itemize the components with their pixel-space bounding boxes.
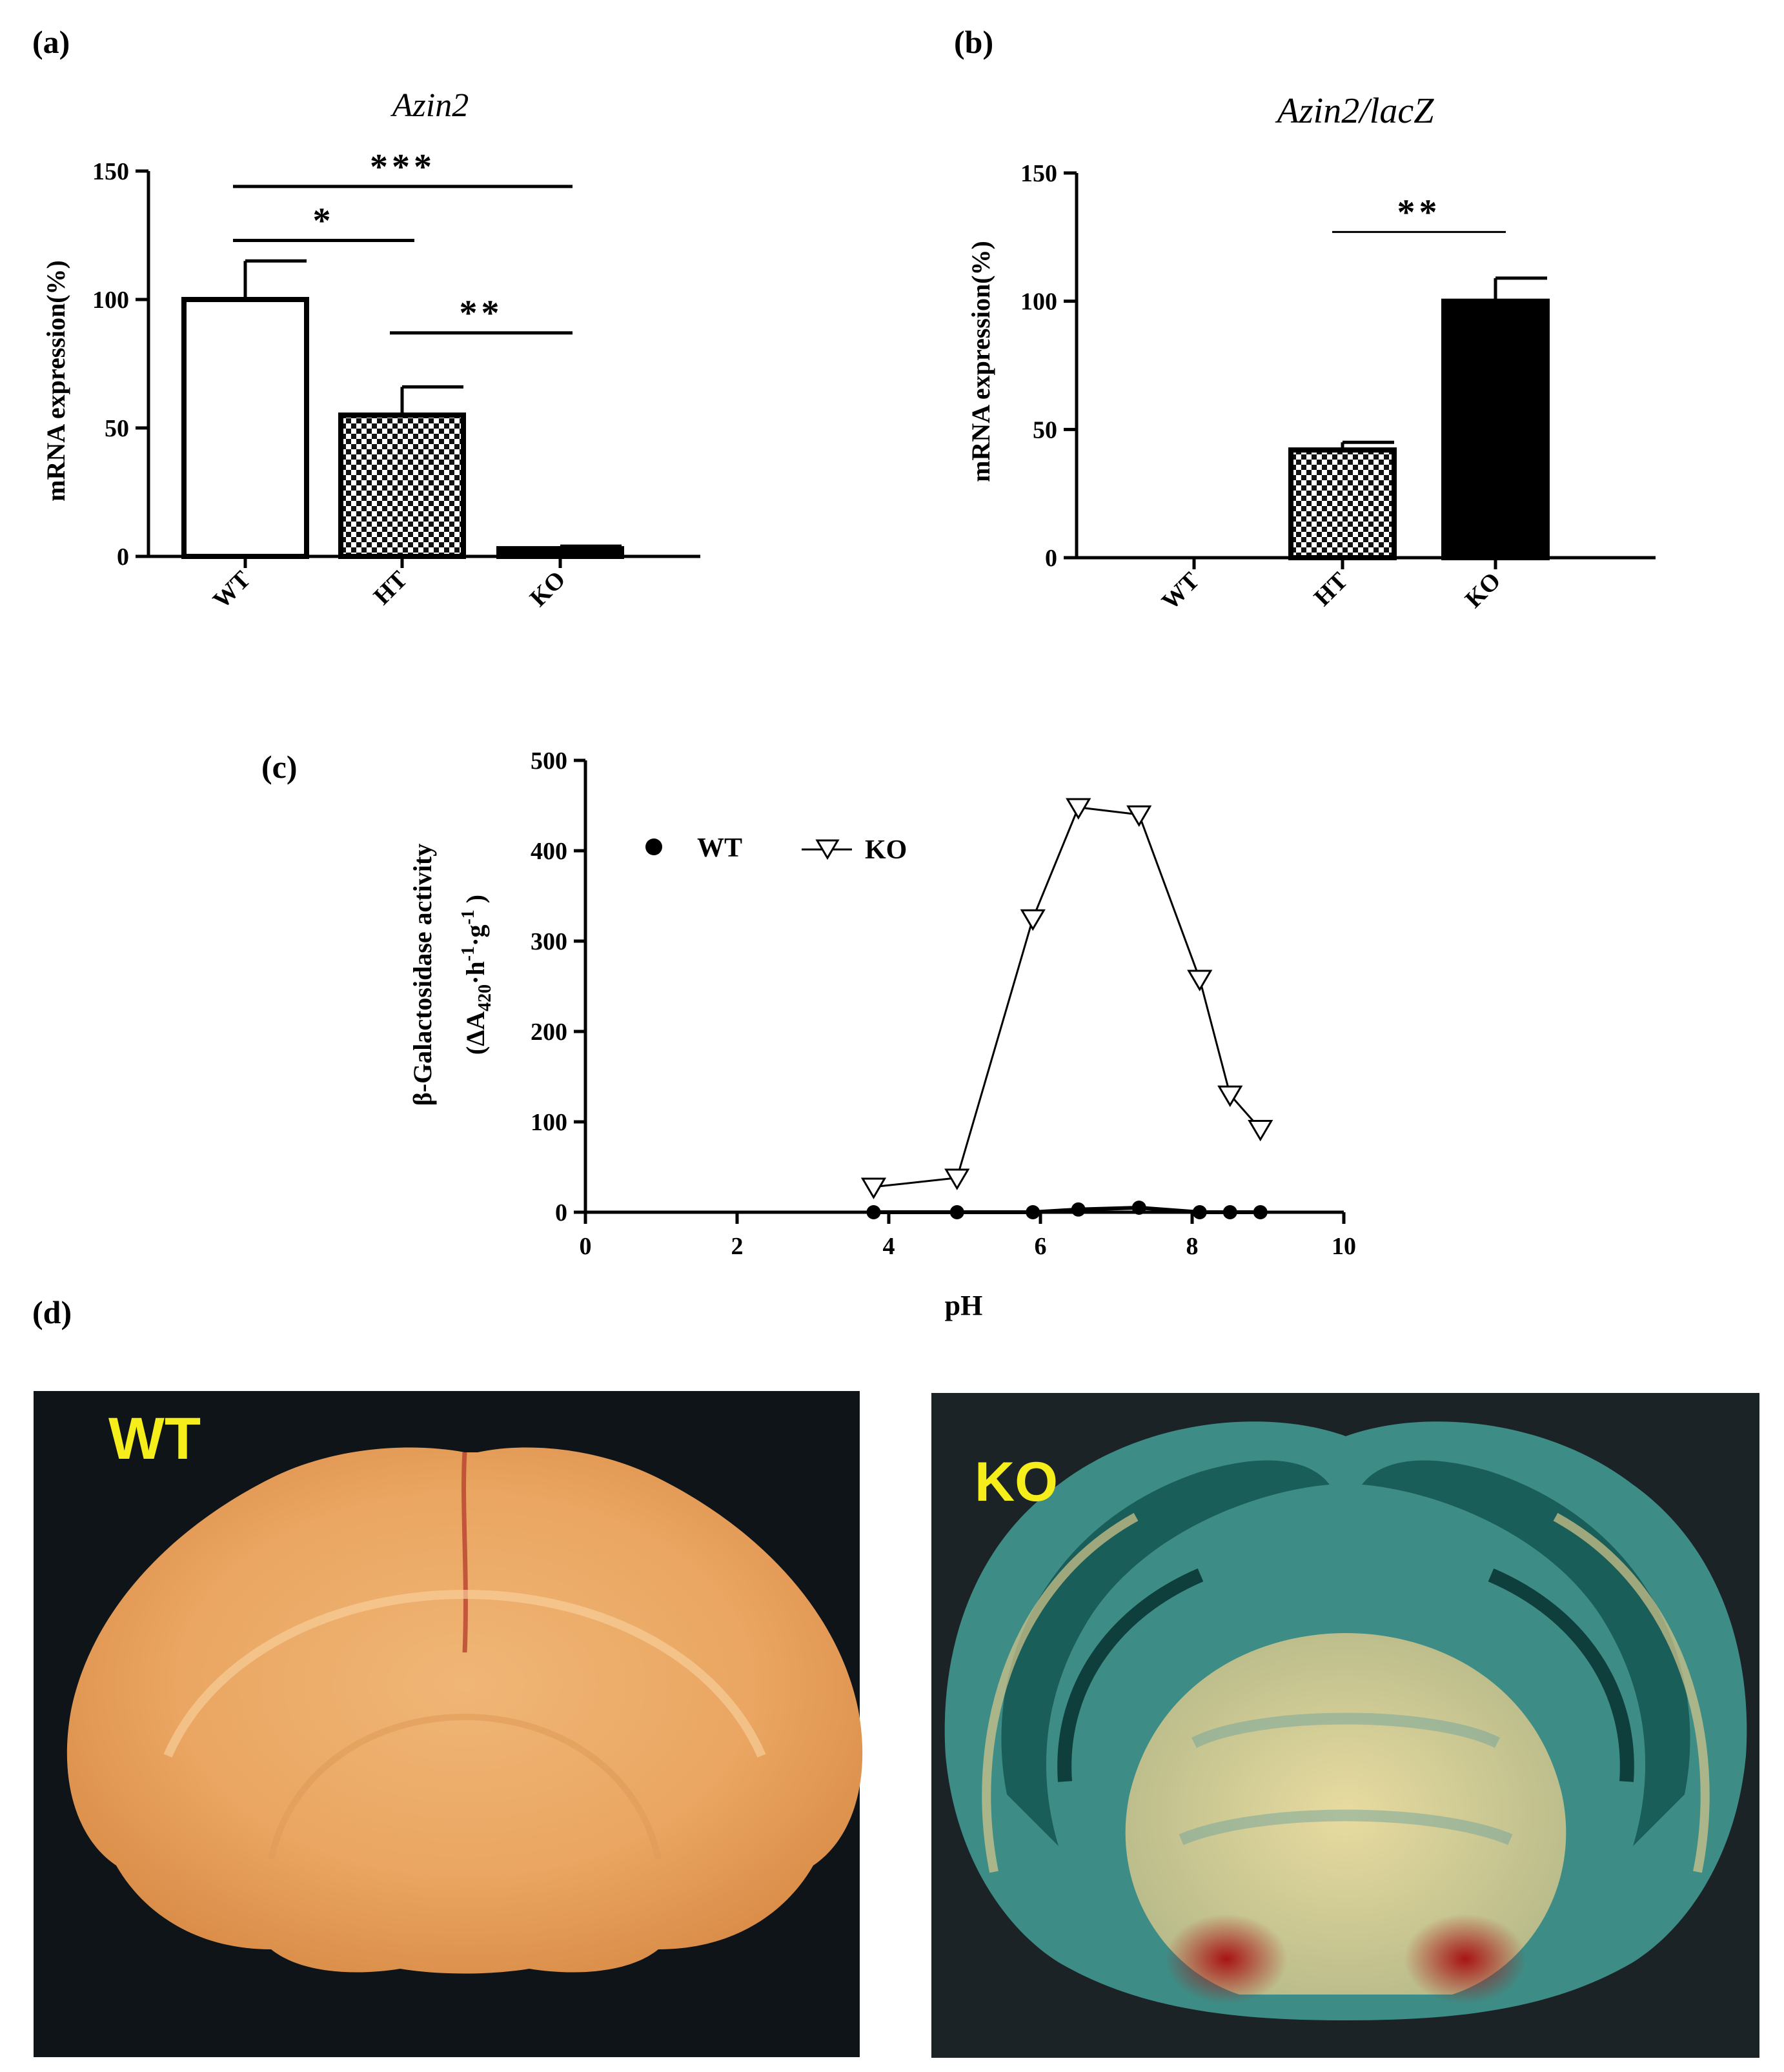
chart-c: β-Galactosidase activity (ΔA420·h-1·g-1 … [408, 747, 1356, 1321]
x-tick-label: WT [1157, 567, 1205, 616]
data-point-wt [1131, 1201, 1146, 1215]
y-tick-label: 100 [92, 287, 129, 314]
chart-c-ylabel-line2: (ΔA420·h-1·g-1 ) [458, 895, 495, 1055]
wt-thalamus-curve [268, 1713, 662, 1860]
chart-c-ylabel-sup2: -1 [458, 909, 478, 924]
chart-c-ylabel-sup1: -1 [458, 946, 478, 961]
data-point-ko [944, 1168, 970, 1190]
chart-c-ylabel-sub420: 420 [475, 984, 495, 1011]
data-point-ko [1187, 970, 1213, 991]
bar [1288, 447, 1397, 560]
chart-c-ylabel-line1: β-Galactosidase activity [408, 844, 437, 1106]
ko-cortex-band-right [1553, 1512, 1710, 1873]
ko-hippocampus-left [1057, 1568, 1204, 1782]
photo-label-ko: KO [975, 1451, 1058, 1513]
chart-c-ylabel-close: ) [461, 895, 490, 909]
chart-b-title: Azin2/lacZ [1275, 91, 1435, 131]
wt-midline [461, 1452, 468, 1653]
x-tick-label: WT [208, 566, 256, 614]
ko-center-texture [1179, 1712, 1513, 1845]
chart-a: Azin2 mRNA expression(%) 0 50 100 150 WT HT KO… [41, 87, 700, 614]
data-point-ko [1020, 909, 1046, 931]
panel-label-c: (c) [261, 749, 298, 785]
y-tick-label: 300 [531, 928, 567, 955]
y-tick-label: 150 [1020, 160, 1057, 187]
chart-c-ylabel-unit: (ΔA [461, 1011, 490, 1055]
wt-inner-curve [163, 1589, 766, 1758]
data-point-wt [1071, 1202, 1086, 1217]
x-tick-label: HT [1309, 567, 1353, 612]
y-tick-label: 500 [531, 747, 567, 775]
x-tick-label: 0 [580, 1233, 592, 1260]
significance-label: *** [370, 147, 436, 187]
chart-b: Azin2/lacZ mRNA expression(%) 0 50 100 150 W… [966, 91, 1656, 615]
legend-label-wt: WT [697, 833, 742, 863]
x-tick-label: 4 [883, 1233, 895, 1260]
photo-ko: KO [931, 1393, 1759, 2058]
y-tick-label: 50 [1033, 416, 1057, 443]
y-tick-label: 200 [531, 1019, 567, 1046]
y-tick-label: 0 [117, 543, 129, 571]
bar [496, 546, 624, 559]
data-point-ko [1126, 805, 1152, 828]
x-tick-label: KO [1460, 567, 1506, 614]
significance-label: ** [460, 294, 503, 334]
chart-a-title: Azin2 [390, 87, 469, 124]
data-point-wt [1253, 1205, 1268, 1219]
chart-c-ylabel-g: ·g [461, 925, 490, 946]
y-tick-label: 0 [555, 1199, 567, 1226]
data-point-ko [1066, 798, 1091, 820]
photo-wt: WT [34, 1391, 863, 2057]
y-tick-label: 100 [1020, 289, 1057, 316]
significance-label: ** [1397, 192, 1441, 232]
series-line-ko [873, 806, 1261, 1188]
legend-label-ko: KO [865, 835, 907, 865]
chart-c-ylabel-h: ·h [461, 961, 490, 984]
y-tick-label: 50 [105, 415, 129, 442]
x-tick-label: 6 [1035, 1233, 1047, 1260]
ko-cortex-band-left [982, 1512, 1139, 1873]
x-tick-label: KO [525, 566, 571, 613]
data-point-wt [1192, 1205, 1207, 1219]
legend-marker-ko [815, 839, 840, 860]
chart-a-ylabel: mRNA expression(%) [41, 260, 70, 502]
x-tick-label: 10 [1332, 1233, 1356, 1260]
legend-marker-wt [645, 838, 662, 855]
data-point-wt [949, 1205, 964, 1219]
photo-label-wt: WT [108, 1406, 201, 1472]
data-point-ko [860, 1177, 887, 1199]
data-point-ko [1217, 1085, 1243, 1108]
data-point-wt [1026, 1205, 1040, 1219]
panel-label-a: (a) [32, 24, 70, 60]
panel-label-d: (d) [32, 1294, 72, 1330]
ko-hippocampus-right [1488, 1568, 1634, 1782]
data-point-wt [1222, 1205, 1237, 1219]
ko-red-spot-left [1165, 1914, 1288, 2004]
ko-red-spot-right [1404, 1914, 1526, 2004]
y-tick-label: 400 [531, 838, 567, 865]
data-point-ko [1248, 1119, 1273, 1142]
x-tick-label: HT [369, 566, 413, 611]
chart-b-ylabel: mRNA expression(%) [966, 241, 995, 482]
y-tick-label: 0 [1045, 545, 1057, 572]
wt-brain-shape [66, 1447, 863, 1974]
y-tick-label: 100 [531, 1109, 567, 1136]
chart-c-xlabel: pH [945, 1290, 983, 1321]
bar [1441, 298, 1550, 560]
panel-label-b: (b) [954, 24, 993, 60]
y-tick-label: 150 [92, 158, 129, 185]
bar [338, 412, 466, 559]
data-point-wt [866, 1205, 881, 1219]
bar [181, 297, 309, 559]
x-tick-label: 8 [1186, 1233, 1199, 1260]
x-tick-label: 2 [731, 1233, 744, 1260]
significance-label: * [313, 201, 335, 241]
